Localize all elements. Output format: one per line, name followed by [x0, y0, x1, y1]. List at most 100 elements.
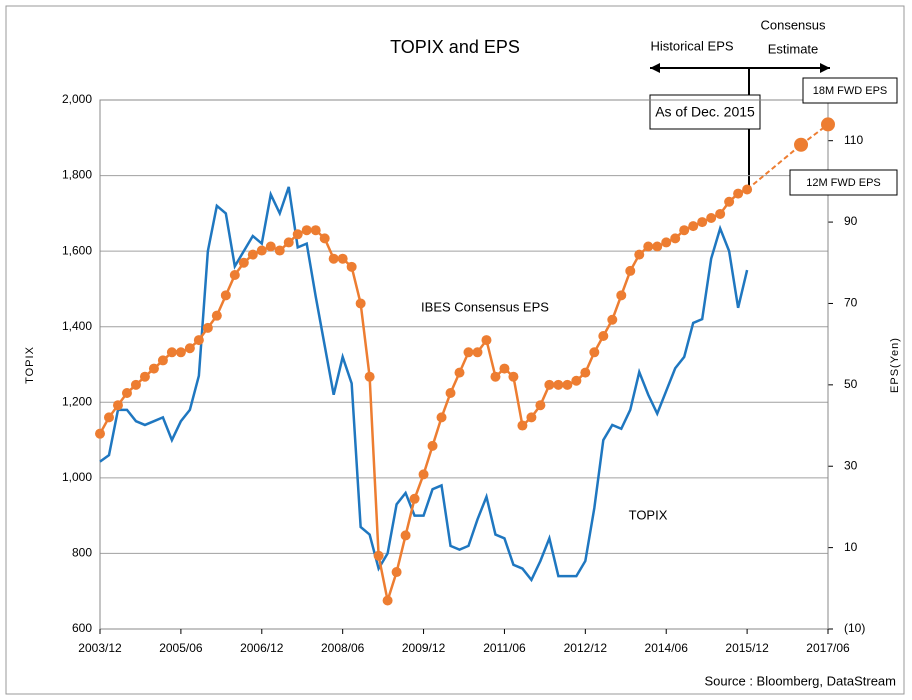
- y-tick-label: 1,400: [62, 319, 92, 333]
- y-tick-label: 800: [72, 546, 92, 560]
- y2-tick-label: 30: [844, 458, 858, 472]
- annotation: Estimate: [768, 41, 819, 56]
- point: [301, 225, 312, 236]
- y2-tick-label: (10): [844, 621, 865, 635]
- point: [157, 355, 168, 366]
- point: [589, 347, 600, 358]
- point: [526, 412, 537, 423]
- frame: [5, 5, 905, 695]
- series-line: [99, 186, 749, 583]
- point: [562, 379, 573, 390]
- point: [283, 237, 294, 248]
- point: [697, 217, 708, 228]
- point: [346, 261, 357, 272]
- point: [328, 253, 339, 264]
- point: [310, 225, 321, 236]
- point: [490, 371, 501, 382]
- point: [256, 245, 267, 256]
- x-tick-label: 2005/06: [159, 641, 203, 655]
- y2-tick-label: 70: [844, 296, 858, 310]
- x-tick-label: 2008/06: [321, 641, 365, 655]
- series-label: IBES Consensus EPS: [421, 299, 549, 314]
- x-tick-label: 2017/06: [806, 641, 850, 655]
- point: [229, 269, 240, 280]
- point: [220, 290, 231, 301]
- y2-axis-label: EPS(Yen): [889, 337, 901, 393]
- point: [634, 249, 645, 260]
- y-tick-label: 1,800: [62, 168, 92, 182]
- point: [355, 298, 366, 309]
- point: [643, 241, 654, 252]
- x-tick-label: 2012/12: [564, 641, 608, 655]
- annotation: As of Dec. 2015: [655, 104, 755, 120]
- point-label: 18M FWD EPS: [813, 85, 888, 97]
- point: [418, 469, 429, 480]
- series-label: TOPIX: [629, 507, 668, 522]
- point: [319, 233, 330, 244]
- point: [715, 208, 726, 219]
- y-tick-label: 1,600: [62, 243, 92, 257]
- x-tick-label: 2011/06: [483, 641, 526, 655]
- y-tick-label: 1,000: [62, 470, 92, 484]
- point: [373, 550, 384, 561]
- point: [616, 290, 627, 301]
- point: [391, 567, 402, 578]
- point: [625, 265, 636, 276]
- point: [364, 371, 375, 382]
- point: [265, 241, 276, 252]
- label-box: [789, 169, 898, 196]
- point: [139, 371, 150, 382]
- point: [598, 331, 609, 342]
- point: [481, 335, 492, 346]
- point: [130, 379, 141, 390]
- point: [121, 387, 132, 398]
- point: [238, 257, 249, 268]
- point: [175, 347, 186, 358]
- y-tick-label: 1,200: [62, 394, 92, 408]
- point-label: 12M FWD EPS: [806, 177, 881, 189]
- point: [463, 347, 474, 358]
- point: [400, 530, 411, 541]
- label-box: [802, 77, 898, 104]
- y2-tick-label: 50: [844, 377, 858, 391]
- point: [292, 229, 303, 240]
- forecast-point: [821, 117, 835, 132]
- point: [733, 188, 744, 199]
- y2-tick-label: 90: [844, 214, 858, 228]
- y2-tick-label: 10: [844, 540, 858, 554]
- point: [103, 412, 114, 423]
- point: [724, 196, 735, 207]
- point: [211, 310, 222, 321]
- point: [652, 241, 663, 252]
- point: [661, 237, 672, 248]
- point: [688, 221, 699, 232]
- point: [706, 213, 717, 224]
- point: [148, 363, 159, 374]
- point: [166, 347, 177, 358]
- annotation: Consensus: [760, 17, 826, 32]
- point: [535, 400, 546, 411]
- point: [445, 387, 456, 398]
- x-tick-label: 2006/12: [240, 641, 284, 655]
- point: [95, 428, 105, 439]
- x-tick-label: 2009/12: [402, 641, 446, 655]
- point: [544, 379, 555, 390]
- point: [247, 249, 258, 260]
- point: [454, 367, 465, 378]
- point: [517, 420, 528, 431]
- point: [184, 343, 195, 354]
- annotation: Historical EPS: [650, 38, 733, 53]
- point: [427, 440, 438, 451]
- point: [337, 253, 348, 264]
- point: [571, 375, 582, 386]
- point: [274, 245, 285, 256]
- y2-tick-label: 110: [844, 133, 863, 147]
- point: [202, 322, 213, 333]
- y-tick-label: 2,000: [62, 92, 92, 106]
- x-tick-label: 2015/12: [725, 641, 769, 655]
- x-tick-label: 2014/06: [645, 641, 689, 655]
- y-tick-label: 600: [72, 621, 92, 635]
- point: [580, 367, 591, 378]
